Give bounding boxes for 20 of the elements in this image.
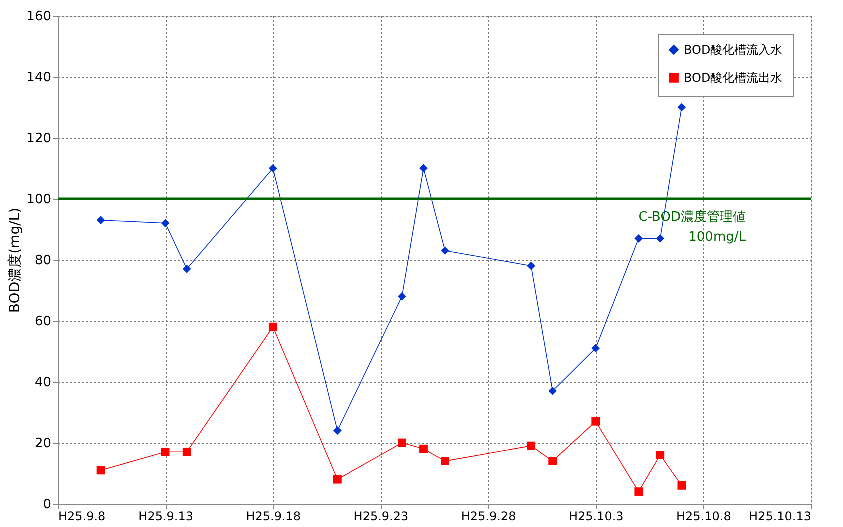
y-axis-title: BOD濃度(mg/L) <box>8 208 24 314</box>
y-tick-label: 60 <box>34 314 52 330</box>
x-tick-label: H25.9.18 <box>246 510 302 524</box>
legend-label: BOD酸化槽流入水 <box>684 43 783 57</box>
y-tick-label: 20 <box>34 436 52 452</box>
y-tick-label: 0 <box>43 498 52 512</box>
x-tick-label: H25.9.8 <box>58 510 106 524</box>
x-tick-label: H25.10.8 <box>676 510 732 524</box>
y-tick-label: 120 <box>26 132 52 146</box>
x-tick-label: H25.10.3 <box>568 510 624 524</box>
y-tick-label: 140 <box>26 70 52 86</box>
y-tick-label: 40 <box>34 376 52 390</box>
y-tick-label: 80 <box>34 254 52 268</box>
y-tick-label: 100 <box>26 192 52 208</box>
x-tick-label: H25.9.28 <box>461 510 516 524</box>
legend-label: BOD酸化槽流出水 <box>684 71 783 85</box>
x-tick-label: H25.10.13 <box>749 510 812 524</box>
x-tick-label: H25.9.23 <box>354 510 409 524</box>
y-tick-label: 160 <box>26 10 52 24</box>
x-tick-label: H25.9.13 <box>138 510 194 524</box>
